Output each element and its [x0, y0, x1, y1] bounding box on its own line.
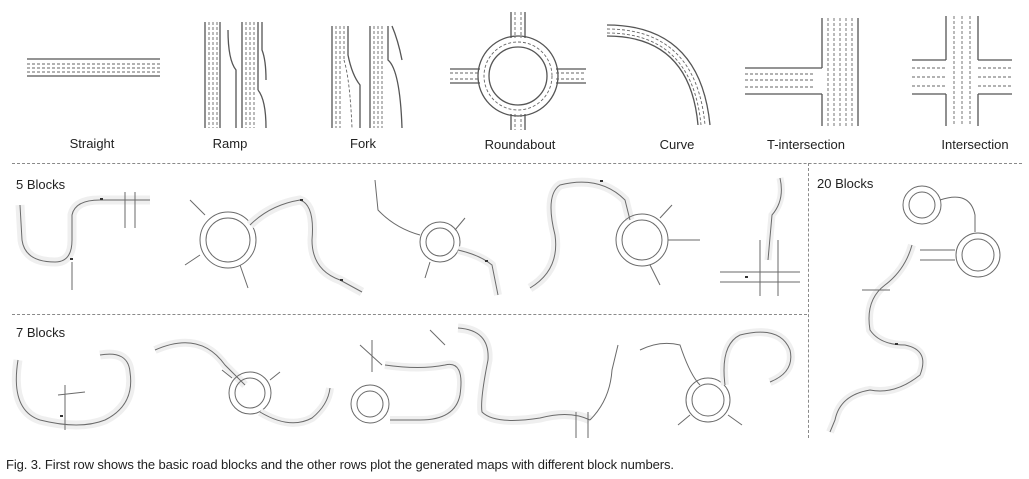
ramp-block-icon	[204, 22, 267, 129]
row-label-7-blocks: 7 Blocks	[16, 325, 66, 340]
fork-block-icon	[331, 25, 403, 129]
block-label-fork: Fork	[350, 136, 376, 151]
straight-block-icon	[27, 58, 160, 77]
map-7-blocks-3	[350, 329, 465, 424]
divider-vertical	[808, 163, 809, 438]
divider-row-2	[12, 314, 807, 315]
intersection-block-icon	[912, 16, 1012, 126]
row-label-20-blocks: 20 Blocks	[817, 176, 874, 191]
block-label-ramp: Ramp	[212, 136, 248, 151]
map-7-blocks-2	[153, 338, 334, 427]
map-5-blocks-2	[184, 195, 365, 296]
map-7-blocks-5	[639, 328, 795, 426]
block-label-curve: Curve	[659, 137, 695, 152]
block-label-intersection: Intersection	[941, 137, 1009, 152]
map-5-blocks-4	[527, 177, 700, 292]
row-label-5-blocks: 5 Blocks	[16, 177, 66, 192]
map-7-blocks-1	[11, 349, 136, 430]
divider-row-1	[12, 163, 1022, 164]
map-7-blocks-4	[457, 323, 619, 438]
map-5-blocks-1	[15, 192, 150, 290]
map-5-blocks-3	[374, 179, 502, 296]
block-label-straight: Straight	[69, 136, 115, 151]
block-label-roundabout: Roundabout	[484, 137, 556, 152]
curve-block-icon	[606, 24, 711, 126]
roundabout-block-icon	[450, 12, 586, 130]
t-intersection-block-icon	[745, 18, 859, 126]
figure-caption: Fig. 3. First row shows the basic road b…	[6, 457, 674, 472]
block-label-t-intersection: T-intersection	[766, 137, 846, 152]
map-20-blocks	[826, 185, 1001, 434]
map-5-blocks-5	[720, 177, 800, 296]
